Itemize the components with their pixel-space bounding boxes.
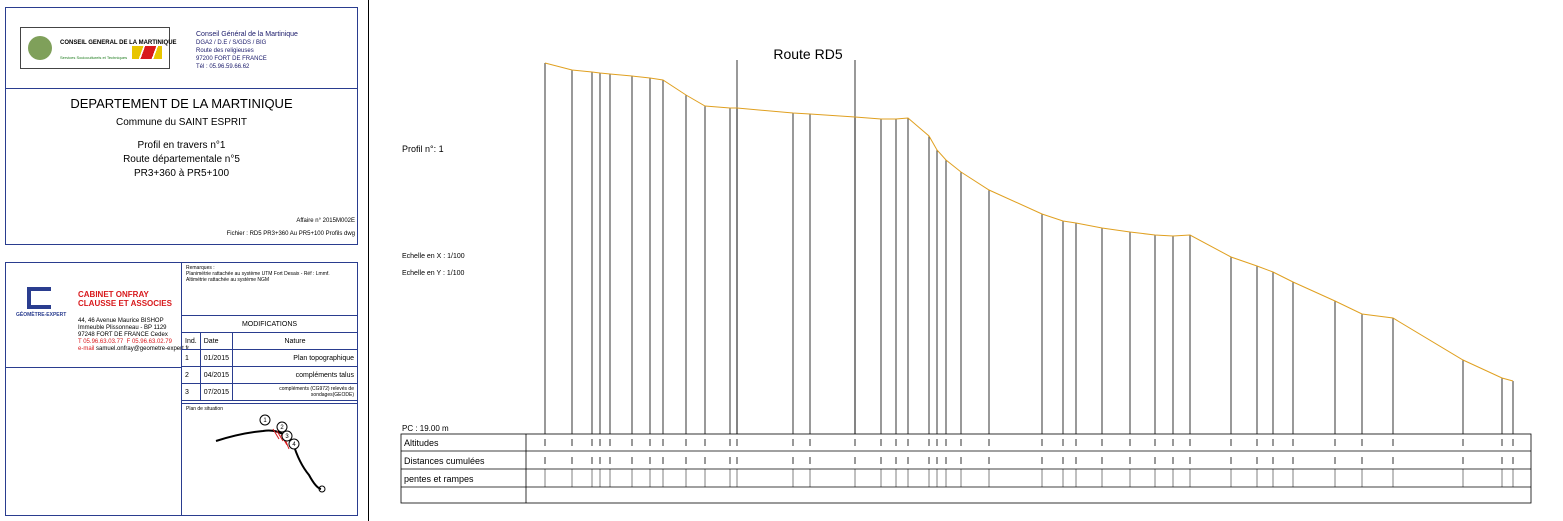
org-sub: Services Socioculturels et Techniques xyxy=(60,55,128,60)
title-frame xyxy=(5,7,358,245)
cabinet-name: CABINET ONFRAY CLAUSSE ET ASSOCIES xyxy=(78,290,172,308)
address-line: 97200 FORT DE FRANCE xyxy=(196,56,267,62)
address-line: DGA2 / D.E / S/GDS / BIG xyxy=(196,40,267,46)
badge: GÉOMÈTRE-EXPERT xyxy=(16,312,67,318)
remark: Altimétrie rattachée au système NGM xyxy=(186,277,270,283)
profile-title: Route RD5 xyxy=(773,46,842,62)
marker xyxy=(281,430,293,442)
address-line: 44, 46 Avenue Maurice BISHOP xyxy=(78,318,164,324)
range: PR3+360 à PR5+100 xyxy=(133,168,230,179)
road-sketch xyxy=(215,429,322,490)
logo-emblem xyxy=(28,36,52,60)
row-label: Distances cumulées xyxy=(404,456,485,466)
cabinet-logo xyxy=(27,287,51,309)
divider xyxy=(5,367,181,368)
file: Fichier : RD5 PR3+360 Au PR5+100 Profils… xyxy=(226,231,355,237)
address-line: Tél : 05.96.59.66.62 xyxy=(196,64,250,70)
cell: 07/2015 xyxy=(199,383,234,401)
terrain-line xyxy=(544,62,1514,382)
row-label: Altitudes xyxy=(404,438,439,448)
header-cell: Ind. xyxy=(181,332,201,350)
affaire: Affaire n° 2015M002E xyxy=(296,218,355,224)
marker-label: 2 xyxy=(280,425,284,431)
address-line: Conseil Général de la Martinique xyxy=(196,31,298,38)
profile-drawing: Route RD5 Profil n°: 1 Echelle en X : 1/… xyxy=(400,46,1532,504)
remarks: Remarques : Planimétrie rattachée au sys… xyxy=(186,265,330,283)
marker-label: 4 xyxy=(292,442,296,448)
department: DEPARTEMENT DE LA MARTINIQUE xyxy=(70,96,293,111)
phone: T 05.96.63.03.77 xyxy=(78,339,124,345)
profile-marks xyxy=(272,428,290,450)
contact: T 05.96.63.03.77 F 05.96.63.02.79 xyxy=(78,339,189,346)
table-title: MODIFICATIONS xyxy=(181,315,358,333)
plan-title: Plan de situation xyxy=(186,406,223,412)
header-cell: Nature xyxy=(232,332,358,350)
modifications-table: MODIFICATIONS Ind. Date Nature 1 01/2015 Pla… xyxy=(181,315,358,401)
marker-label: 3 xyxy=(285,434,289,440)
cell: 04/2015 xyxy=(199,366,234,384)
email: samuel.onfray@geometre-expert.fr xyxy=(96,346,190,352)
header-cell: Date xyxy=(199,332,234,350)
cabinet-line: CABINET ONFRAY xyxy=(78,290,149,299)
scale-y: Echelle en Y : 1/100 xyxy=(402,270,465,277)
cell: 3 xyxy=(181,383,201,401)
road-end xyxy=(318,485,326,493)
sheet-divider xyxy=(368,0,369,521)
plan-sketch: 1 2 3 4 xyxy=(215,414,326,493)
data-table xyxy=(400,433,1532,504)
email-label: e-mail xyxy=(78,346,95,352)
cell: 1 xyxy=(181,349,201,367)
cabinet-line: CLAUSSE ET ASSOCIES xyxy=(78,299,172,308)
logo-frame xyxy=(20,27,170,69)
road: Route départementale n°5 xyxy=(123,154,240,165)
marker xyxy=(259,414,271,426)
remarks-title: Remarques : xyxy=(186,265,215,271)
divider xyxy=(181,403,358,404)
cell: compléments talus xyxy=(232,366,358,384)
marker xyxy=(276,421,288,433)
cell: Plan topographique xyxy=(232,349,358,367)
row-label: pentes et rampes xyxy=(404,474,474,484)
cell: compléments (CG972) relevés de sondages(… xyxy=(232,383,358,401)
divider xyxy=(5,88,358,89)
profile-name: Profil en travers n°1 xyxy=(137,140,226,151)
fax: F 05.96.63.02.79 xyxy=(126,339,172,345)
contact: e-mail samuel.onfray@geometre-expert.fr xyxy=(78,346,189,353)
commune: Commune du SAINT ESPRIT xyxy=(116,117,247,128)
address-line: Immeuble Plissonneau - BP 1129 xyxy=(78,325,167,331)
org: CONSEIL GENERAL DE LA MARTINIQUE xyxy=(60,40,177,46)
reference-plane: PC : 19.00 m xyxy=(402,424,449,433)
address-line: Route des religieuses xyxy=(196,48,254,54)
remark: Planimétrie rattachée au système UTM For… xyxy=(186,271,330,277)
logo-stripes xyxy=(132,46,162,59)
header-address: Conseil Général de la Martinique DGA2 / … xyxy=(196,31,298,71)
cell: 2 xyxy=(181,366,201,384)
marker-label: 1 xyxy=(263,418,267,424)
cabinet-address: 44, 46 Avenue Maurice BISHOP Immeuble Pl… xyxy=(78,318,189,353)
scale-x: Echelle en X : 1/100 xyxy=(402,253,465,260)
cell: 01/2015 xyxy=(199,349,234,367)
profile-number: Profil n°: 1 xyxy=(402,144,444,154)
marker xyxy=(288,438,300,450)
address-line: 97248 FORT DE FRANCE Cedex xyxy=(78,332,168,338)
